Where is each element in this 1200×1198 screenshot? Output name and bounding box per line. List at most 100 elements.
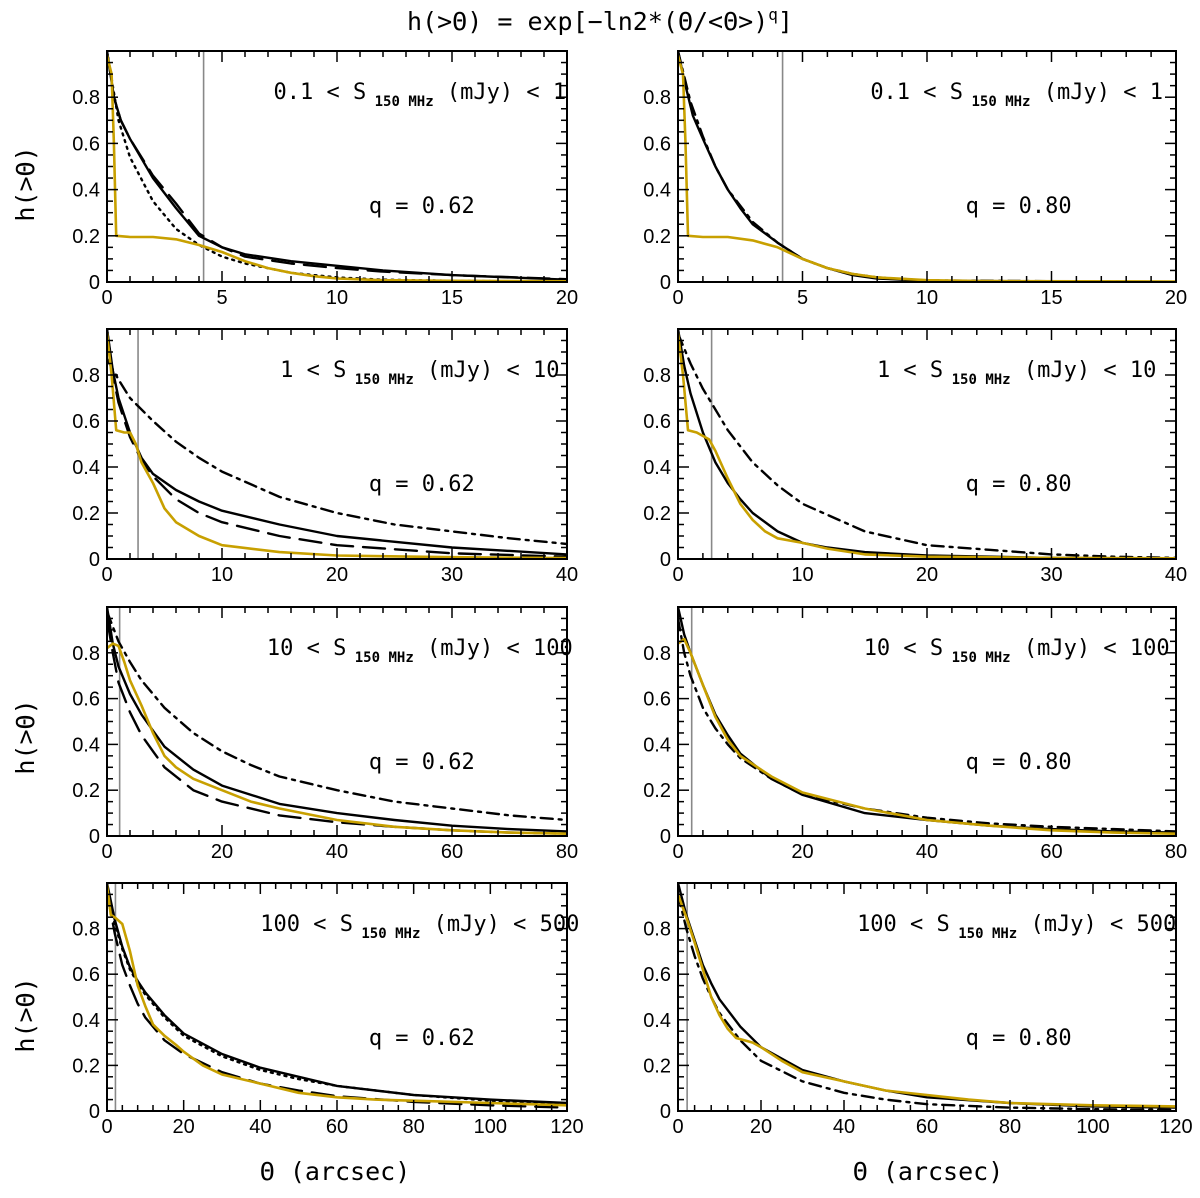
series-solid <box>678 329 1176 559</box>
curves <box>678 607 1176 835</box>
x-tick-label: 0 <box>101 1116 112 1138</box>
y-tick-label: 0.4 <box>643 457 671 479</box>
y-tick-label: 0.4 <box>72 457 100 479</box>
y-tick-label: 0 <box>660 549 671 571</box>
series-dashdot <box>107 610 567 822</box>
panel-r2c1: 0 10 20 30 40 0 0.2 0.4 0.6 0.8 1 < S 150 MHz (mJy… <box>72 328 578 586</box>
y-tick-label: 0 <box>89 826 100 848</box>
flux-unit: (mJy) < <box>1017 912 1136 937</box>
series-dotted <box>107 886 567 1106</box>
y-tick-label: 0.8 <box>72 919 100 941</box>
ylabel-row1: h(>Θ) <box>11 146 40 221</box>
flux-range-label: 1 < S 150 MHz (mJy) < 10 <box>280 358 559 388</box>
y-tick-label: 0.8 <box>72 87 100 109</box>
y-tick-label: 0.8 <box>643 919 671 941</box>
panel-r3c1: 0 20 40 60 80 0 0.2 0.4 0.6 0.8 10 < S 150 MHz (mJ… <box>72 606 578 863</box>
curves <box>107 51 567 282</box>
y-tick-label: 0 <box>660 1101 671 1123</box>
y-tick-label: 0.6 <box>72 411 100 433</box>
series-gold <box>678 54 1176 282</box>
q-label: q = 0.80 <box>966 472 1072 497</box>
x-tick-label: 40 <box>249 1116 271 1138</box>
flux-relation: < S <box>293 636 346 661</box>
series-gold <box>678 332 1176 559</box>
flux-upper: 100 <box>533 636 573 661</box>
q-label: q = 0.62 <box>369 472 475 497</box>
figure-title-exponent: q <box>768 5 778 24</box>
flux-lower: 10 <box>267 636 294 661</box>
x-tick-label: 5 <box>797 287 808 309</box>
q-label: q = 0.62 <box>369 750 475 775</box>
x-tick-label: 5 <box>216 287 227 309</box>
x-tick-label: 60 <box>1040 841 1062 863</box>
flux-unit: (mJy) < <box>1011 358 1130 383</box>
x-tick-label: 40 <box>1165 564 1187 586</box>
flux-relation: < S <box>300 912 353 937</box>
y-tick-label: 0.6 <box>72 689 100 711</box>
figure-title-close: ] <box>778 7 793 36</box>
panel-r4c2: 0 20 40 60 80 100 120 0 0.2 0.4 0.6 0.8 100 < S 150 … <box>643 882 1193 1138</box>
curves <box>678 329 1176 559</box>
y-tick-label: 0.2 <box>643 780 671 802</box>
xlabel-left: Θ (arcsec) <box>260 1157 411 1186</box>
flux-range-label: 0.1 < S 150 MHz (mJy) < 1 <box>273 80 566 110</box>
y-tick-label: 0.8 <box>643 643 671 665</box>
x-tick-label: 20 <box>211 841 233 863</box>
x-tick-label: 0 <box>672 1116 683 1138</box>
ylabel-row3: h(>Θ) <box>11 699 40 774</box>
flux-relation: < S <box>910 80 963 105</box>
y-tick-label: 0.4 <box>643 180 671 202</box>
curves <box>107 883 567 1109</box>
y-tick-label: 0.4 <box>643 1010 671 1032</box>
flux-subscript: 150 MHz <box>963 94 1030 110</box>
x-tick-label: 10 <box>211 564 233 586</box>
x-tick-label: 0 <box>101 287 112 309</box>
y-tick-label: 0.4 <box>643 734 671 756</box>
flux-upper: 1 <box>1150 80 1163 105</box>
x-tick-label: 0 <box>101 564 112 586</box>
flux-range-label: 10 < S 150 MHz (mJy) < 100 <box>864 636 1170 666</box>
flux-unit: (mJy) < <box>1030 80 1149 105</box>
flux-lower: 100 <box>857 912 897 937</box>
series-gold <box>107 54 567 282</box>
ylabel-row4: h(>Θ) <box>11 977 40 1052</box>
y-tick-label: 0.2 <box>72 1055 100 1077</box>
x-tick-label: 20 <box>326 564 348 586</box>
flux-subscript: 150 MHz <box>950 926 1017 942</box>
x-tick-label: 0 <box>672 564 683 586</box>
y-tick-label: 0.4 <box>72 180 100 202</box>
xlabel-right: Θ (arcsec) <box>853 1157 1004 1186</box>
x-tick-label: 10 <box>326 287 348 309</box>
series-dashdot <box>678 332 1176 559</box>
x-tick-label: 20 <box>916 564 938 586</box>
series-gold <box>107 884 567 1107</box>
x-tick-label: 40 <box>556 564 578 586</box>
panel-r4c1: 0 20 40 60 80 100 120 0 0.2 0.4 0.6 0.8 100 < S 150 … <box>72 882 584 1138</box>
flux-lower: 100 <box>260 912 300 937</box>
y-tick-label: 0.2 <box>72 226 100 248</box>
flux-range-label: 100 < S 150 MHz (mJy) < 500 <box>260 912 579 942</box>
curves <box>678 883 1176 1111</box>
flux-upper: 100 <box>1130 636 1170 661</box>
flux-unit: (mJy) < <box>434 80 553 105</box>
flux-subscript: 150 MHz <box>346 650 413 666</box>
figure-title-main: h(>Θ) = exp[−ln2*(Θ/<Θ>) <box>407 7 768 36</box>
y-tick-label: 0.6 <box>643 411 671 433</box>
x-tick-label: 40 <box>916 841 938 863</box>
y-tick-label: 0 <box>89 1101 100 1123</box>
x-tick-label: 10 <box>791 564 813 586</box>
x-tick-label: 20 <box>556 287 578 309</box>
x-tick-label: 100 <box>474 1116 507 1138</box>
x-tick-label: 20 <box>173 1116 195 1138</box>
x-tick-label: 80 <box>1165 841 1187 863</box>
x-tick-label: 60 <box>916 1116 938 1138</box>
x-tick-label: 10 <box>916 287 938 309</box>
series-dashed <box>107 329 567 558</box>
x-tick-label: 60 <box>326 1116 348 1138</box>
y-tick-label: 0.2 <box>643 503 671 525</box>
x-tick-label: 120 <box>1159 1116 1192 1138</box>
y-tick-label: 0 <box>89 549 100 571</box>
panel-r1c2: 0 5 10 15 20 0 0.2 0.4 0.6 0.8 0.1 < S 150 MHz (mJ… <box>643 50 1187 309</box>
